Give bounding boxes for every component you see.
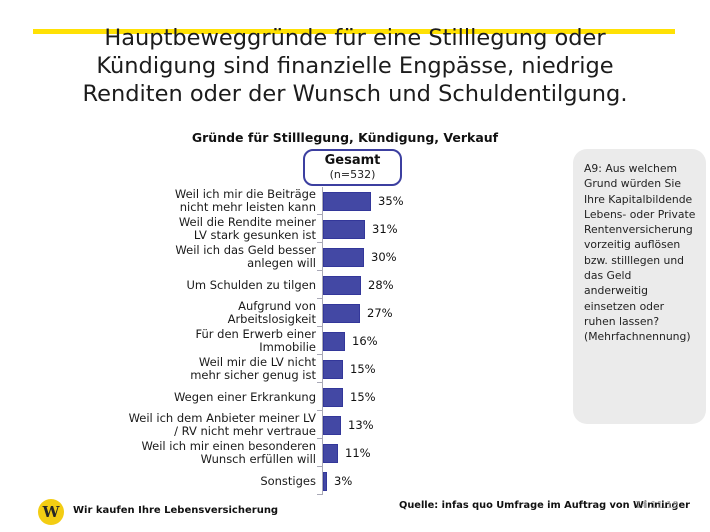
value-label: 28% — [368, 278, 394, 292]
bar — [323, 415, 341, 435]
bar-cell: 30% — [322, 243, 397, 271]
bar — [323, 191, 371, 211]
bar — [323, 359, 343, 379]
value-label: 16% — [352, 334, 378, 348]
bar-cell: 11% — [322, 439, 371, 467]
value-label: 35% — [378, 194, 404, 208]
group-sample-size: (n=532) — [329, 168, 376, 181]
value-label: 13% — [348, 418, 374, 432]
category-label: Weil mir die LV nicht mehr sicher genug … — [190, 355, 316, 382]
bar-cell: 27% — [322, 299, 393, 327]
page-title-line: Kündigung sind finanzielle Engpässe, nie… — [96, 53, 614, 79]
value-label: 15% — [350, 390, 376, 404]
value-label: 15% — [350, 362, 376, 376]
bar — [323, 303, 360, 323]
value-label: 27% — [367, 306, 393, 320]
survey-question-note: A9: Aus welchem Grund würden Sie Ihre Ka… — [573, 149, 706, 424]
value-label: 31% — [372, 222, 398, 236]
bar-cell: 3% — [322, 467, 352, 495]
accent-rule — [33, 29, 675, 34]
chart-row: Weil die Rendite meiner LV stark gesunke… — [0, 215, 565, 243]
chart-row: Für den Erwerb einer Immobilie 16% — [0, 327, 565, 355]
page-title: Hauptbeweggründe für eine Stilllegung od… — [35, 24, 675, 108]
group-label: Gesamt — [324, 153, 381, 168]
bar-cell: 28% — [322, 271, 394, 299]
category-label: Sonstiges — [260, 473, 316, 488]
category-label: Aufgrund von Arbeitslosigkeit — [227, 299, 316, 326]
chart-row: Weil mir die LV nicht mehr sicher genug … — [0, 355, 565, 383]
source-credit: Quelle: infas quo Umfrage im Auftrag von… — [399, 500, 690, 511]
bar — [323, 387, 343, 407]
bar-cell: 15% — [322, 383, 376, 411]
brand-logo: W — [38, 499, 64, 525]
chart-row: Weil ich mir die Beiträge nicht mehr lei… — [0, 187, 565, 215]
bar — [323, 275, 361, 295]
category-label: Weil ich mir einen besonderen Wunsch erf… — [141, 439, 316, 466]
category-label: Wegen einer Erkrankung — [173, 389, 316, 404]
value-label: 3% — [334, 474, 353, 488]
bar-cell: 15% — [322, 355, 376, 383]
bar-chart: Weil ich mir die Beiträge nicht mehr lei… — [0, 187, 565, 495]
page-title-line: Hauptbeweggründe für eine Stilllegung od… — [104, 25, 606, 51]
bar — [323, 247, 364, 267]
chart-row: Um Schulden zu tilgen 28% — [0, 271, 565, 299]
brand-tagline: Wir kaufen Ihre Lebensversicherung — [73, 505, 279, 516]
chart-row: Weil ich mir einen besonderen Wunsch erf… — [0, 439, 565, 467]
category-label: Um Schulden zu tilgen — [186, 277, 316, 292]
category-label: Weil ich dem Anbieter meiner LV / RV nic… — [128, 411, 316, 438]
date-stamp: 14.11.18 — [635, 500, 679, 511]
bar — [323, 331, 345, 351]
bar — [323, 443, 338, 463]
chart-row: Aufgrund von Arbeitslosigkeit 27% — [0, 299, 565, 327]
page-title-line: Renditen oder der Wunsch und Schuldentil… — [82, 81, 628, 107]
bar — [323, 471, 327, 491]
chart-row: Weil ich dem Anbieter meiner LV / RV nic… — [0, 411, 565, 439]
chart-row: Weil ich das Geld besser anlegen will 30% — [0, 243, 565, 271]
chart-row: Wegen einer Erkrankung 15% — [0, 383, 565, 411]
chart-row: Sonstiges 3% — [0, 467, 565, 495]
category-label: Weil ich das Geld besser anlegen will — [175, 243, 316, 270]
value-label: 11% — [345, 446, 371, 460]
brand-logo-letter: W — [42, 503, 60, 521]
chart-title: Gründe für Stilllegung, Kündigung, Verka… — [191, 130, 499, 145]
value-label: 30% — [371, 250, 397, 264]
bar-cell: 35% — [322, 187, 404, 215]
bar-cell: 13% — [322, 411, 374, 439]
category-label: Weil die Rendite meiner LV stark gesunke… — [178, 215, 316, 242]
bar-cell: 31% — [322, 215, 398, 243]
group-header-box: Gesamt (n=532) — [303, 149, 402, 186]
bar — [323, 219, 365, 239]
bar-cell: 16% — [322, 327, 378, 355]
category-label: Für den Erwerb einer Immobilie — [195, 327, 317, 354]
category-label: Weil ich mir die Beiträge nicht mehr lei… — [174, 187, 316, 214]
